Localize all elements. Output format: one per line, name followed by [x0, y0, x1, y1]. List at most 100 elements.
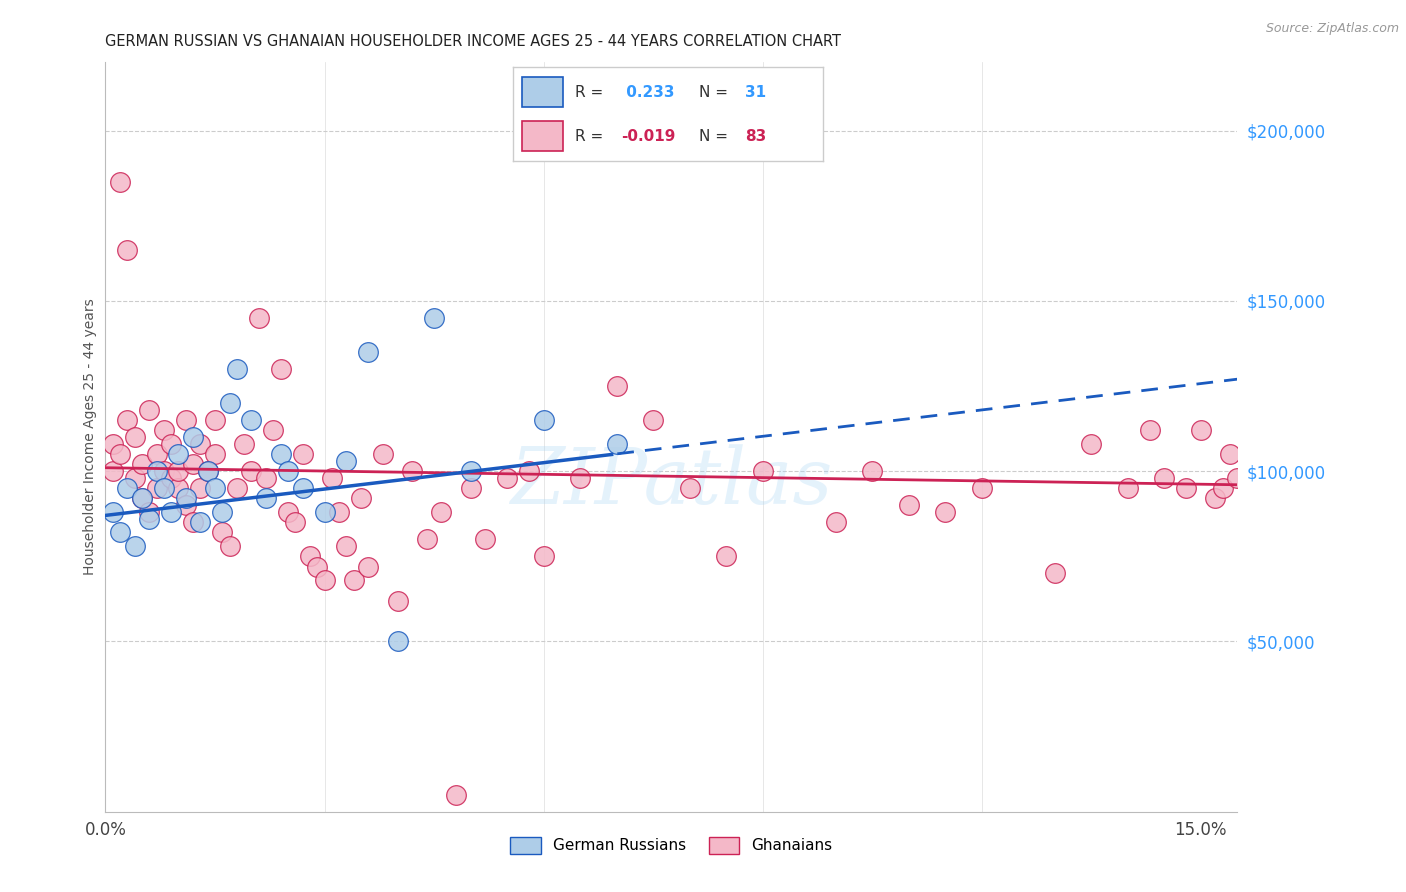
Point	[181, 515, 204, 529]
Point	[401, 464, 423, 478]
Point	[328, 505, 350, 519]
Point	[117, 243, 139, 257]
Point	[153, 464, 176, 478]
Point	[145, 481, 167, 495]
Point	[460, 481, 482, 495]
Point	[153, 423, 176, 437]
Text: 83: 83	[745, 128, 766, 144]
Point	[371, 447, 394, 461]
Point	[860, 464, 883, 478]
Point	[233, 437, 256, 451]
Point	[314, 505, 336, 519]
Point	[225, 481, 247, 495]
Point	[277, 464, 299, 478]
Point	[533, 549, 555, 564]
Point	[197, 464, 219, 478]
Point	[387, 593, 409, 607]
Point	[225, 362, 247, 376]
Point	[678, 481, 700, 495]
Point	[606, 437, 628, 451]
Point	[460, 464, 482, 478]
Text: N =: N =	[699, 85, 733, 100]
Point	[160, 505, 183, 519]
Point	[1204, 491, 1226, 506]
Point	[1212, 481, 1234, 495]
Point	[145, 447, 167, 461]
Point	[1219, 447, 1241, 461]
Point	[343, 573, 366, 587]
Point	[254, 471, 277, 485]
Point	[606, 379, 628, 393]
Text: R =: R =	[575, 128, 609, 144]
Point	[117, 481, 139, 495]
Point	[307, 559, 329, 574]
Point	[174, 498, 197, 512]
Point	[357, 345, 380, 359]
Point	[240, 464, 263, 478]
Text: 31: 31	[745, 85, 766, 100]
Point	[190, 437, 212, 451]
Point	[496, 471, 519, 485]
Point	[138, 505, 160, 519]
Point	[124, 430, 146, 444]
Point	[824, 515, 846, 529]
Point	[160, 437, 183, 451]
Point	[387, 634, 409, 648]
Point	[211, 505, 233, 519]
Y-axis label: Householder Income Ages 25 - 44 years: Householder Income Ages 25 - 44 years	[83, 299, 97, 575]
Point	[153, 481, 176, 495]
FancyBboxPatch shape	[523, 121, 562, 152]
Point	[174, 491, 197, 506]
Point	[714, 549, 737, 564]
Point	[254, 491, 277, 506]
Point	[277, 505, 299, 519]
Point	[181, 430, 204, 444]
Point	[124, 539, 146, 553]
Point	[218, 539, 240, 553]
Text: Source: ZipAtlas.com: Source: ZipAtlas.com	[1265, 22, 1399, 36]
Point	[335, 539, 357, 553]
Point	[270, 362, 292, 376]
Point	[101, 437, 124, 451]
Point	[240, 413, 263, 427]
Point	[204, 447, 226, 461]
Point	[124, 471, 146, 485]
Point	[751, 464, 773, 478]
Point	[569, 471, 592, 485]
Point	[131, 491, 153, 506]
Point	[167, 464, 190, 478]
Point	[117, 413, 139, 427]
Text: 0.233: 0.233	[621, 85, 675, 100]
Point	[204, 481, 226, 495]
Point	[181, 458, 204, 472]
Text: -0.019: -0.019	[621, 128, 676, 144]
Point	[533, 413, 555, 427]
Point	[131, 458, 153, 472]
Point	[474, 533, 496, 547]
Point	[138, 402, 160, 417]
Point	[1175, 481, 1198, 495]
Point	[423, 310, 446, 325]
Point	[1139, 423, 1161, 437]
Point	[1043, 566, 1066, 581]
Point	[190, 481, 212, 495]
Point	[430, 505, 453, 519]
Point	[167, 481, 190, 495]
Legend: German Russians, Ghanaians: German Russians, Ghanaians	[503, 830, 839, 860]
Point	[357, 559, 380, 574]
Point	[350, 491, 373, 506]
Point	[1116, 481, 1139, 495]
Point	[517, 464, 540, 478]
Point	[138, 512, 160, 526]
Point	[108, 175, 131, 189]
FancyBboxPatch shape	[523, 78, 562, 107]
Point	[291, 481, 314, 495]
Point	[101, 505, 124, 519]
Point	[314, 573, 336, 587]
Point	[101, 464, 124, 478]
Text: R =: R =	[575, 85, 609, 100]
Text: N =: N =	[699, 128, 733, 144]
Point	[218, 396, 240, 410]
Point	[270, 447, 292, 461]
Point	[204, 413, 226, 427]
